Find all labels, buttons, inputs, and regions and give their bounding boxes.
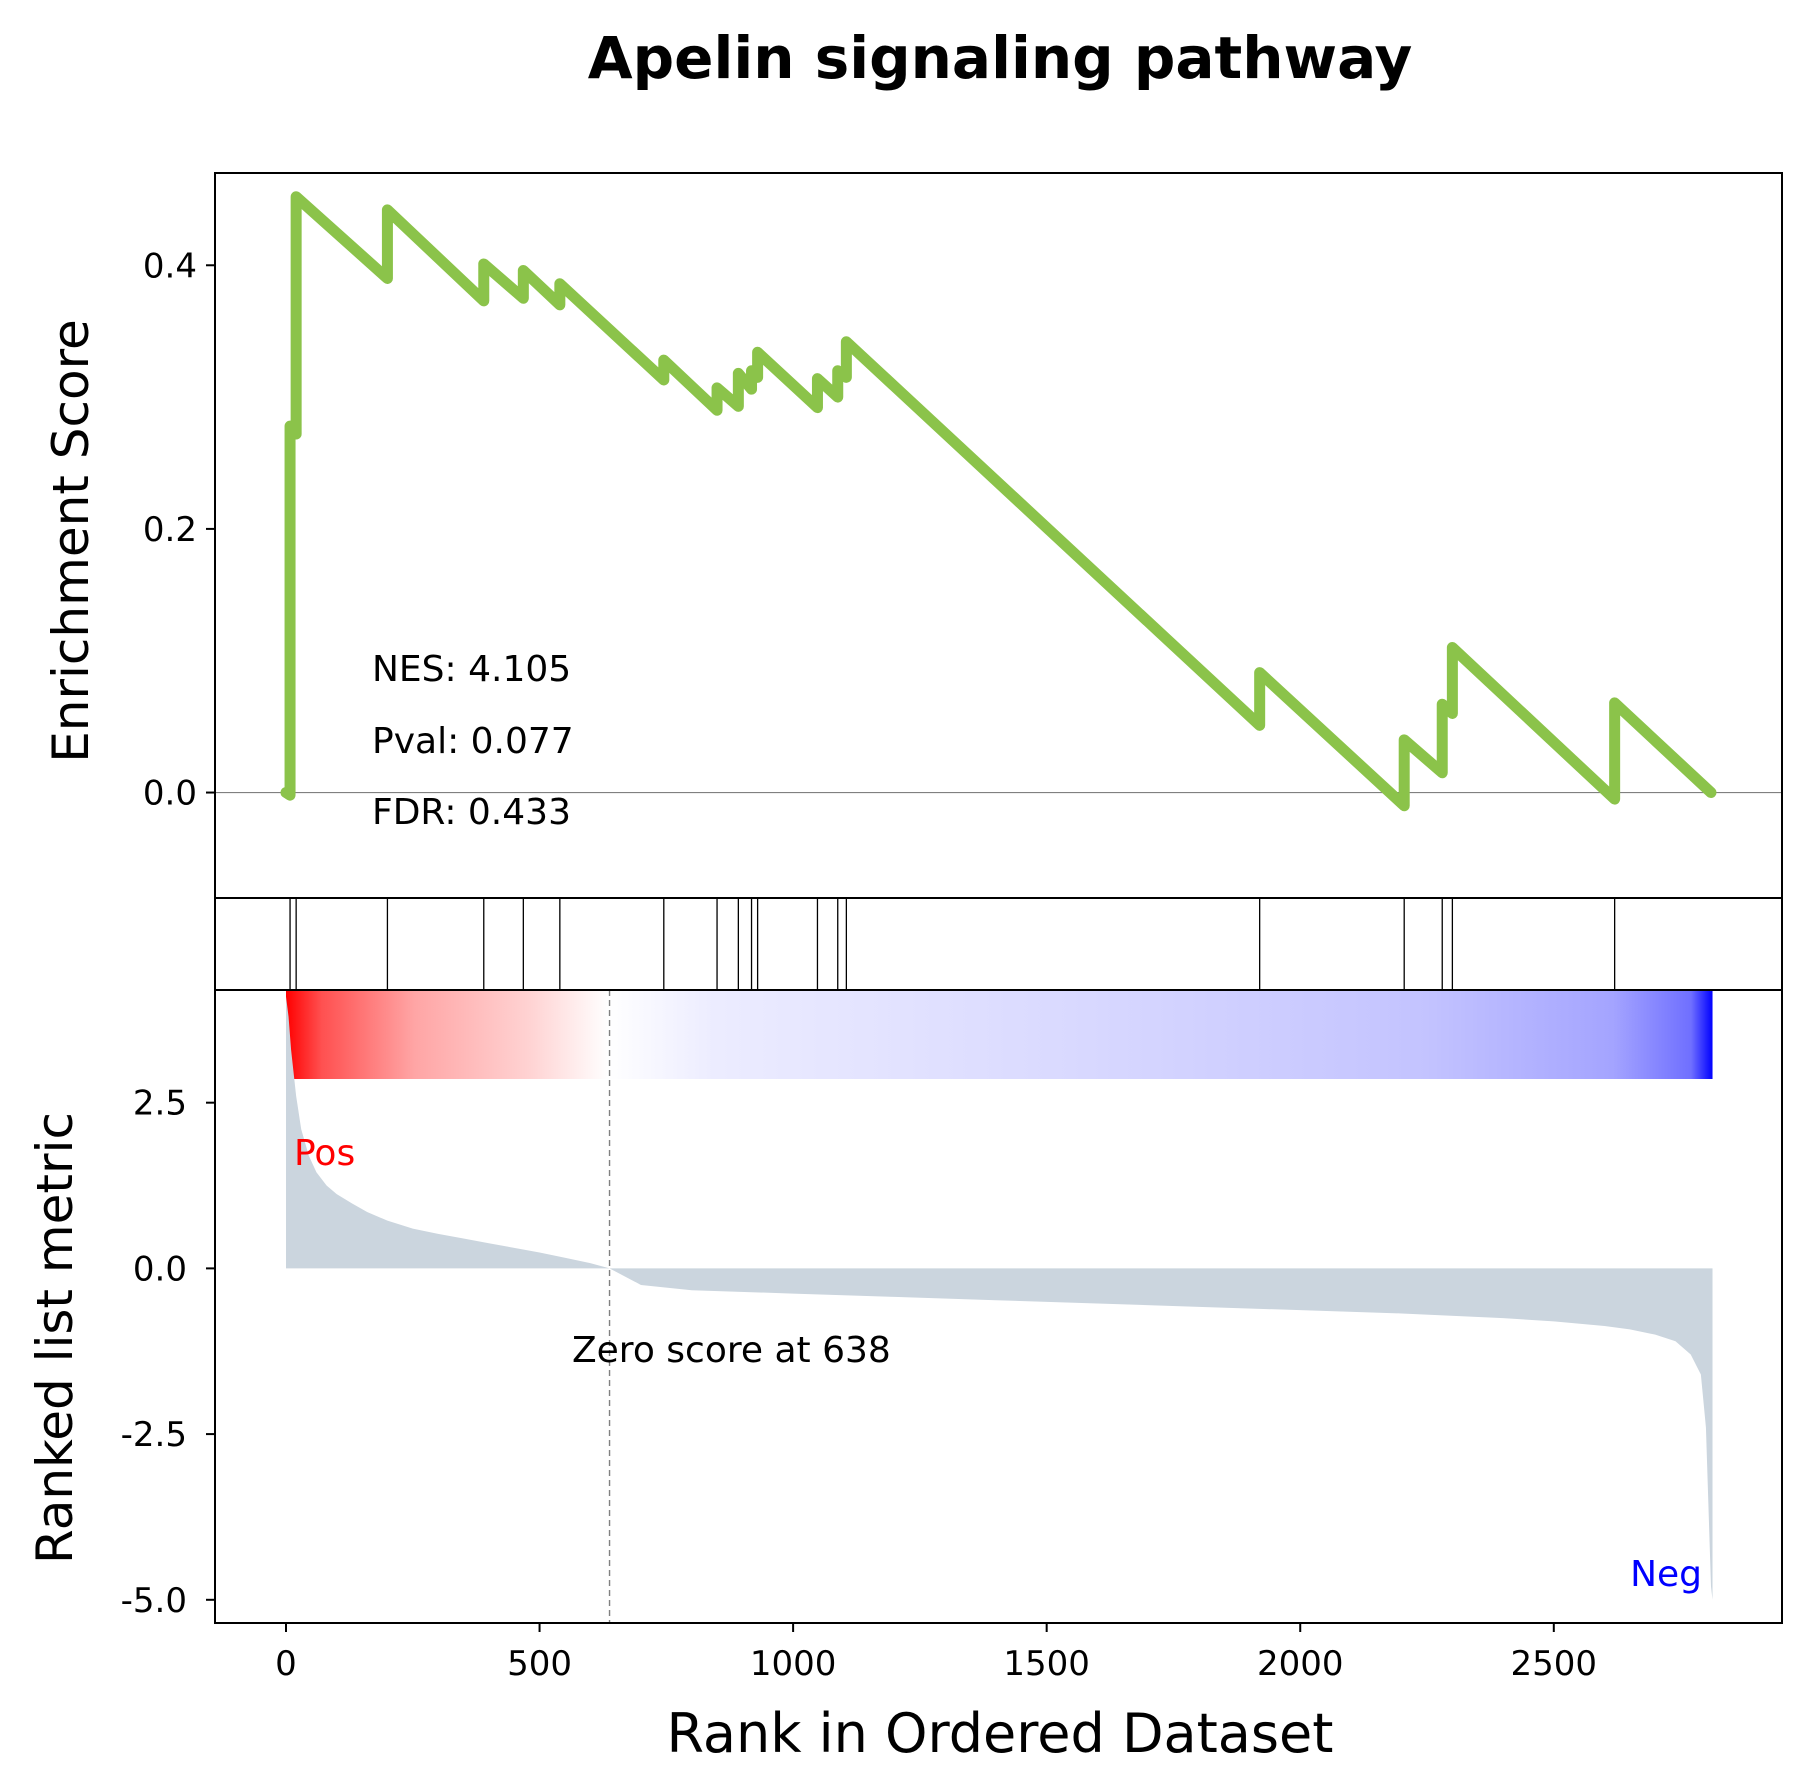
metric-tick-label: -2.5 [121,1415,187,1455]
y-axis-label-metric: Ranked list metric [26,1112,84,1564]
chart-title: Apelin signaling pathway [588,24,1413,92]
es-tick-label: 0.2 [143,510,197,550]
hits-panel [214,897,1783,991]
x-tick-label: 0 [275,1644,297,1684]
zero-score-label: Zero score at 638 [572,1330,891,1371]
x-tick-label: 2500 [1511,1644,1598,1684]
metric-tick-label: 2.5 [133,1084,187,1124]
enrichment-score-line [280,191,1717,812]
es-tick-label: 0.4 [143,246,197,286]
metric-tick-label: 0.0 [133,1249,187,1289]
x-tick-label: 1000 [750,1644,837,1684]
x-tick-label: 1500 [1003,1644,1090,1684]
x-tick-label: 2000 [1257,1644,1344,1684]
metric-tick-label: -5.0 [121,1581,187,1621]
x-axis-label: Rank in Ordered Dataset [667,1702,1334,1765]
x-axis-ticks: 0 500 1000 1500 2000 2500 [275,1623,1597,1684]
stat-nes: NES: 4.105 [372,649,571,690]
es-panel-frame [214,172,1783,899]
ranked-metric-area [286,996,1713,1600]
hits-panel-frame [214,897,1783,991]
stat-pval: Pval: 0.077 [372,721,574,762]
neg-label: Neg [1630,1554,1702,1595]
hit-lines [289,898,1616,990]
es-panel: 0.0 0.2 0.4 NES: 4.105 Pval: 0.077 FDR: 0.… [143,172,1783,899]
es-tick-label: 0.0 [143,774,197,814]
stat-fdr: FDR: 0.433 [372,792,571,833]
metric-axis-ticks: 2.5 0.0 -2.5 -5.0 [121,1084,215,1621]
metric-panel-frame [214,989,1783,1624]
es-axis-ticks: 0.0 0.2 0.4 [143,246,215,814]
y-axis-label-es: Enrichment Score [42,319,100,763]
pos-label: Pos [294,1133,355,1174]
x-tick-label: 500 [507,1644,572,1684]
ranked-heatmap-bar [285,990,1713,1079]
metric-panel: Zero score at 638 Pos Neg 2.5 0.0 -2.5 -5.0 [121,989,1783,1624]
